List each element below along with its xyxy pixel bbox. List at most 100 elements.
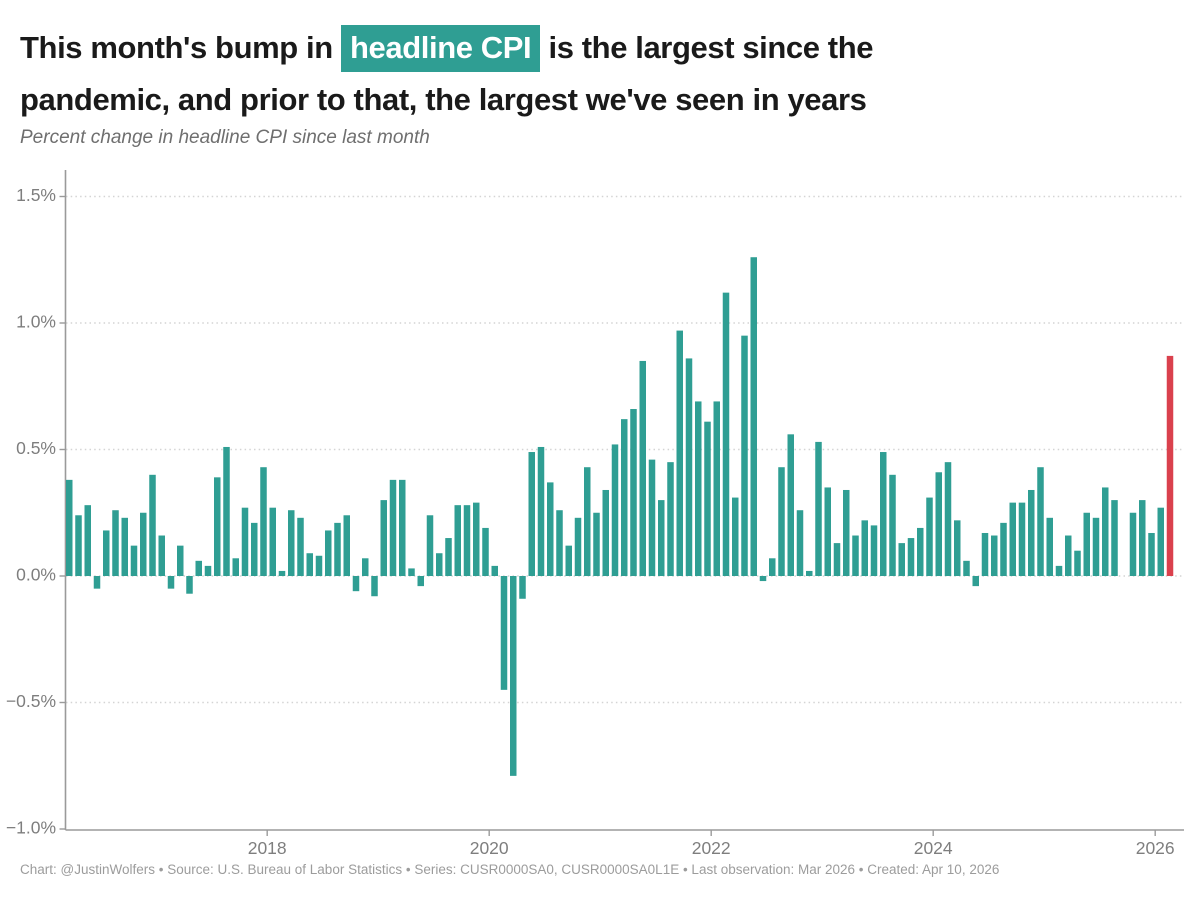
bar (186, 576, 193, 594)
bar (1102, 487, 1109, 576)
bar (981, 532, 989, 576)
bar (630, 409, 637, 576)
bar (935, 472, 942, 576)
bar (1018, 502, 1026, 576)
bar (1009, 502, 1016, 576)
chart-subtitle: Percent change in headline CPI since las… (20, 127, 430, 148)
bar-latest-month (1166, 355, 1174, 576)
bar (482, 527, 489, 576)
bar (593, 512, 600, 576)
bar (769, 558, 776, 576)
bar (759, 576, 767, 582)
bar (1065, 535, 1072, 576)
bar (371, 576, 378, 597)
bar (676, 330, 683, 576)
bar (815, 441, 822, 576)
bar (491, 565, 498, 576)
bar (260, 467, 267, 576)
bar (315, 555, 323, 576)
title-text-before: This month's bump in (20, 30, 342, 65)
bar (195, 560, 202, 576)
title-highlight: headline CPI (341, 25, 541, 72)
bar (713, 401, 720, 576)
bar (1046, 517, 1053, 576)
title-text-after: is the largest since the (540, 30, 874, 65)
bar (880, 452, 887, 576)
bar (417, 576, 424, 587)
title-line-2: pandemic, and prior to that, the largest… (20, 81, 867, 117)
bar (602, 489, 609, 576)
bar (297, 517, 304, 576)
bar (787, 434, 794, 576)
bar (1139, 500, 1146, 576)
x-axis-label: 2026 (1136, 838, 1175, 858)
bar (167, 576, 175, 589)
bar (944, 462, 952, 576)
bar (463, 505, 471, 576)
y-axis-label: 0.5% (16, 438, 56, 458)
bar (658, 500, 665, 576)
bar (565, 545, 572, 576)
bar (519, 576, 526, 599)
y-axis-label: 1.5% (16, 185, 56, 205)
bar (778, 467, 785, 576)
bar (1148, 532, 1155, 576)
bar (528, 452, 535, 576)
bar (149, 474, 156, 576)
bar (843, 489, 850, 576)
bar (389, 479, 397, 576)
bar (1074, 550, 1081, 576)
bar (1083, 512, 1090, 576)
y-axis-label: 1.0% (16, 312, 56, 332)
bar (75, 515, 82, 576)
bar (380, 500, 387, 576)
bar (93, 576, 101, 589)
bar (121, 517, 128, 576)
bar (426, 515, 434, 576)
bar (611, 444, 619, 576)
bar (741, 335, 748, 576)
bar (306, 553, 313, 576)
bar (926, 497, 933, 576)
bar (103, 530, 110, 576)
bar (704, 421, 711, 576)
bar (84, 505, 91, 576)
bar (445, 538, 452, 576)
bar (889, 474, 896, 576)
bar (732, 497, 739, 576)
bar (500, 576, 508, 690)
bar (130, 545, 138, 576)
bar (408, 568, 415, 576)
x-axis-label: 2020 (470, 838, 509, 858)
bar (1129, 512, 1137, 576)
bar (1028, 489, 1035, 576)
x-axis-label: 2024 (914, 838, 953, 858)
bar (852, 535, 859, 576)
bar (621, 419, 628, 576)
bar (278, 570, 286, 576)
bar (510, 576, 517, 776)
bar (269, 507, 276, 576)
bar (1000, 522, 1007, 576)
bar (241, 507, 249, 576)
bar (140, 512, 147, 576)
bar (870, 525, 878, 576)
bar (537, 446, 545, 576)
bar (343, 515, 350, 576)
bar (214, 477, 221, 576)
y-axis-label: −0.5% (6, 691, 56, 711)
y-axis-label: −1.0% (6, 818, 56, 838)
bar (685, 358, 693, 576)
bar (861, 520, 868, 576)
chart-title: This month's bump in headline CPI is the… (20, 22, 1080, 126)
bar (722, 292, 730, 576)
bar (639, 360, 646, 576)
bar (833, 543, 841, 576)
bar (1111, 500, 1118, 576)
bar (325, 530, 332, 576)
bar (288, 510, 295, 576)
bar (1037, 467, 1044, 576)
bar (223, 446, 230, 576)
bar (584, 467, 591, 576)
